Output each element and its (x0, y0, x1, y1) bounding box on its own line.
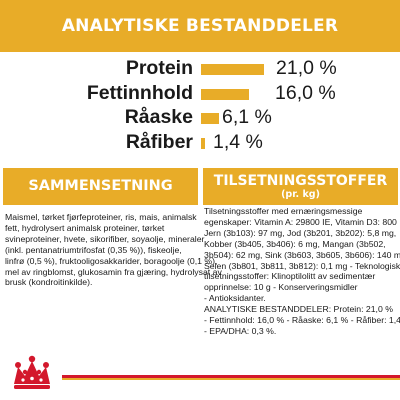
brand-stripe (62, 375, 400, 381)
section-header-additives: TILSETNINGSSTOFFER (pr. kg) (203, 168, 398, 205)
composition-line: (inkl. pentanatriumtrifosfat (0,35 %)), … (5, 244, 182, 255)
composition-line: svineproteiner, hvete, sikorifiber, soya… (5, 233, 205, 244)
additives-line: ANALYTISKE BESTANDDELER: Protein: 21,0 % (204, 304, 393, 315)
nutrient-label: Råaske (124, 106, 193, 128)
additives-line: Selen (3b801, 3b811, 3b812): 0,1 mg - Te… (204, 260, 400, 271)
additives-line: opprinnelse: 10 g - Konserveringsmidler (204, 282, 358, 293)
additives-text: Tilsetningsstoffer med ernæringsmessige … (204, 206, 400, 337)
nutrient-value: 16,0 % (275, 82, 336, 104)
composition-title: SAMMENSETNING (28, 178, 173, 195)
nutrient-row: Fettinnhold 16,0 % (0, 82, 400, 106)
additives-subtitle: (pr. kg) (281, 188, 320, 200)
additives-line: Tilsetningsstoffer med ernæringsmessige (204, 206, 363, 216)
nutrient-value: 21,0 % (276, 57, 337, 79)
additives-line: - EPA/DHA: 0,3 %. (204, 325, 277, 336)
section-header-analytical: ANALYTISKE BESTANDDELER (0, 0, 400, 52)
nutrient-label: Protein (125, 57, 193, 79)
additives-line: Jern (3b103): 97 mg, Jod (3b201, 3b202):… (204, 227, 397, 238)
nutrient-bar (201, 89, 249, 100)
brand-stripe-gold (62, 378, 400, 380)
composition-line: mel av ringblomst, glukosamin fra gjærin… (5, 266, 222, 277)
royal-canin-crown-icon (10, 354, 54, 392)
nutrient-row: Protein 21,0 % (0, 57, 400, 81)
section-header-composition: SAMMENSETNING (3, 168, 198, 205)
nutrient-bar (201, 64, 264, 75)
additives-line: - Antioksidanter. (204, 293, 266, 304)
additives-line: egenskaper: Vitamin A: 29800 IE, Vitamin… (204, 216, 400, 227)
nutrient-value: 6,1 % (222, 106, 272, 128)
composition-line: linfrø (0,5 %), fruktooligosakkarider, b… (5, 255, 218, 266)
additives-line: - Fettinnhold: 16,0 % - Råaske: 6,1 % - … (204, 315, 400, 326)
additives-title: TILSETNINGSSTOFFER (213, 172, 388, 189)
nutrient-bar (201, 113, 219, 124)
composition-line: fett, hydrolysert animalsk proteiner, tø… (5, 222, 165, 233)
nutrient-row: Råfiber 1,4 % (0, 131, 400, 155)
composition-text: Maismel, tørket fjørfeproteiner, ris, ma… (5, 212, 222, 288)
nutrient-row: Råaske 6,1 % (0, 106, 400, 130)
nutrient-label: Fettinnhold (86, 82, 193, 104)
additives-line: Kobber (3b405, 3b406): 6 mg, Mangan (3b5… (204, 238, 386, 249)
nutrient-value: 1,4 % (213, 131, 263, 153)
nutrient-bar (201, 138, 205, 149)
composition-line: brusk (kondroitinkilde). (5, 277, 93, 288)
additives-line: tilsetningsstoffer: Klinoptilolitt av se… (204, 271, 376, 282)
page-title: ANALYTISKE BESTANDDELER (61, 15, 339, 36)
composition-line: Maismel, tørket fjørfeproteiner, ris, ma… (5, 212, 197, 222)
additives-line: 3b504): 62 mg, Sink (3b603, 3b605, 3b606… (204, 249, 400, 260)
nutrient-label: Råfiber (125, 131, 193, 153)
brand-stripe-red (62, 375, 400, 378)
